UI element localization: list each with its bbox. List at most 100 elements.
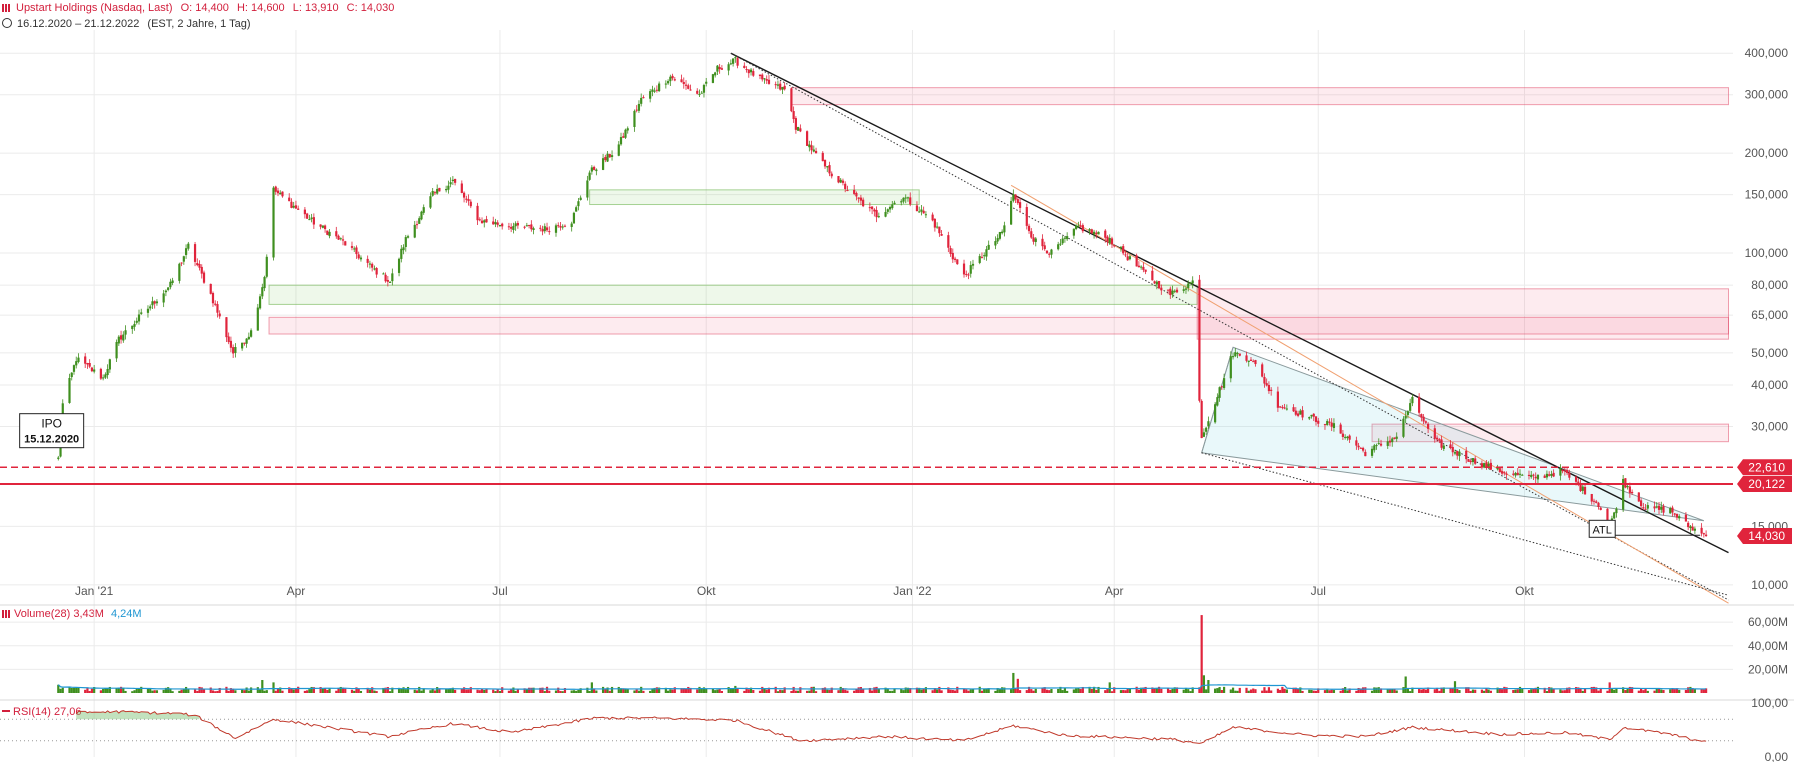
candle-body: [1252, 361, 1255, 363]
volume-bar: [1254, 689, 1257, 693]
candle-body: [1214, 404, 1217, 423]
volume-bar: [1704, 688, 1708, 693]
volume-bar: [593, 688, 596, 693]
volume-bar: [431, 688, 434, 693]
volume-bar: [292, 689, 295, 693]
volume-bar: [1568, 687, 1571, 693]
candle-body: [265, 256, 268, 277]
volume-bar: [373, 690, 376, 693]
volume-bar: [969, 689, 972, 693]
candle-body: [1310, 414, 1313, 417]
volume-bar: [202, 689, 206, 693]
candle-body: [1043, 245, 1046, 250]
volume-bar: [1361, 687, 1365, 693]
volume-bar: [438, 688, 441, 693]
candle-body: [1220, 386, 1223, 388]
candle-body: [857, 197, 860, 199]
volume-bar: [1153, 687, 1156, 693]
candle-body: [397, 258, 401, 273]
volume-bar: [1043, 687, 1046, 693]
volume-bar: [1135, 686, 1138, 693]
volume-bar: [767, 687, 771, 693]
candle-body: [1568, 472, 1571, 478]
candle-body: [1234, 352, 1237, 357]
candle-body: [1543, 475, 1546, 478]
candle-body: [1090, 229, 1093, 234]
price-tag: [1737, 476, 1792, 493]
candle-body: [664, 83, 667, 85]
volume-bar: [1595, 687, 1598, 693]
volume-bar: [102, 689, 105, 693]
volume-bar: [1606, 690, 1609, 693]
volume-bar: [258, 689, 262, 693]
candle-body: [1088, 229, 1091, 231]
volume-bar: [554, 690, 558, 693]
volume-bar: [998, 688, 1001, 693]
candle-body: [1092, 231, 1096, 235]
volume-bar: [1285, 689, 1288, 693]
volume-bar: [1608, 682, 1611, 693]
candle-body: [732, 58, 735, 64]
volume-bar: [698, 686, 701, 693]
candle-body: [88, 362, 91, 367]
candle-body: [1693, 528, 1696, 531]
volume-bar: [1151, 687, 1154, 693]
volume-bar: [272, 682, 275, 693]
candle-body: [1326, 420, 1329, 426]
volume-bar: [122, 687, 125, 693]
volume-bar: [485, 688, 488, 693]
candle-body: [438, 187, 441, 192]
volume-bar: [1440, 687, 1443, 693]
candle-body: [720, 68, 723, 70]
candle-body: [1050, 249, 1053, 255]
candle-body: [577, 201, 580, 207]
candle-body: [1662, 506, 1665, 513]
volume-bar: [404, 689, 407, 693]
candle-body: [216, 304, 219, 313]
candle-body: [485, 218, 488, 223]
candle-body: [1184, 288, 1188, 290]
volume-bar: [321, 688, 324, 693]
candle-body: [700, 92, 703, 94]
volume-bar: [68, 686, 71, 693]
volume-bar: [1671, 688, 1674, 693]
volume-bar: [1344, 687, 1347, 693]
volume-bar: [1205, 689, 1208, 693]
candle-body: [909, 197, 912, 205]
candle-body: [115, 342, 118, 359]
volume-bar: [743, 690, 746, 693]
candle-body: [1113, 245, 1116, 247]
candle-body: [1702, 533, 1705, 535]
candle-body: [167, 287, 170, 290]
volume-bar: [1292, 687, 1295, 693]
candle-body: [862, 199, 865, 207]
candle-body: [891, 204, 894, 209]
volume-bar: [108, 686, 111, 693]
rsi-value: 27,06: [53, 706, 82, 718]
volume-bar: [274, 690, 277, 693]
price-tag-label: 22,610: [1748, 460, 1785, 474]
candle-body: [799, 128, 802, 132]
candle-body: [588, 172, 591, 180]
volume-bar: [994, 690, 997, 693]
volume-bar: [496, 689, 499, 693]
ipo-callout-box: [19, 413, 85, 449]
volume-bar: [965, 689, 968, 693]
candle-body: [171, 280, 174, 283]
candle-body: [1323, 424, 1327, 426]
candle-body: [187, 243, 190, 249]
volume-bar: [1373, 687, 1376, 693]
candle-body: [137, 314, 141, 322]
volume-bar: [653, 687, 656, 693]
candle-body: [1173, 290, 1176, 292]
volume-bar: [610, 686, 614, 693]
volume-bar: [1057, 688, 1060, 693]
volume-bar: [1270, 690, 1273, 693]
ipo-callout-label: IPO: [41, 417, 62, 431]
candle-body: [449, 182, 452, 185]
candle-body: [501, 223, 504, 227]
volume-bar: [465, 689, 468, 693]
candle-body: [1157, 281, 1161, 289]
candle-body: [586, 180, 589, 198]
